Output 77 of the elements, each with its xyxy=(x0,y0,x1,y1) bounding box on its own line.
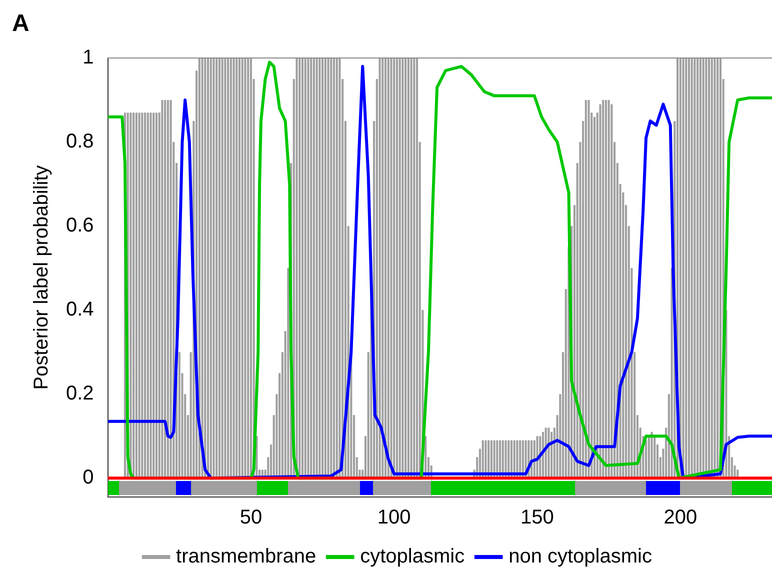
bar xyxy=(402,58,404,478)
bar xyxy=(206,58,210,478)
bar xyxy=(241,58,244,478)
y-tick-label: 0.6 xyxy=(66,214,94,237)
bar xyxy=(602,100,604,478)
bar xyxy=(679,58,682,478)
bar xyxy=(224,58,226,478)
bar xyxy=(378,58,381,478)
bar xyxy=(230,58,232,478)
bar xyxy=(152,112,155,478)
bar xyxy=(413,58,416,478)
x-tick-label: 200 xyxy=(664,506,698,529)
bar xyxy=(398,58,401,478)
bar xyxy=(135,112,138,478)
bar xyxy=(138,112,140,478)
bar xyxy=(218,58,220,478)
bar xyxy=(210,58,212,478)
bar xyxy=(396,58,398,478)
bar xyxy=(204,58,206,478)
bar xyxy=(410,58,412,478)
bar xyxy=(336,58,338,478)
bar xyxy=(332,58,336,478)
bar xyxy=(387,58,390,478)
bar xyxy=(393,58,396,478)
bar xyxy=(382,58,384,478)
bar xyxy=(201,58,204,478)
legend-label: cytoplasmic xyxy=(360,546,465,568)
bar xyxy=(584,100,587,478)
bar xyxy=(221,58,224,478)
bar xyxy=(166,100,169,478)
bar xyxy=(238,58,241,478)
bar xyxy=(236,58,238,478)
legend-label: non cytoplasmic xyxy=(508,546,652,568)
bar xyxy=(144,112,146,478)
bar xyxy=(416,58,418,478)
bar xyxy=(161,100,164,478)
bar xyxy=(604,100,607,478)
y-axis-title: Posterior label probability xyxy=(30,165,53,390)
bar xyxy=(714,58,716,478)
bar xyxy=(232,58,235,478)
y-tick-label: 0.8 xyxy=(66,130,94,153)
bar xyxy=(610,104,613,478)
bar xyxy=(130,112,132,478)
y-tick-label: 0.2 xyxy=(66,382,94,405)
bar xyxy=(599,104,602,478)
bar xyxy=(227,58,230,478)
y-tick-label: 0.4 xyxy=(66,298,94,321)
bar xyxy=(164,100,166,478)
bar xyxy=(716,58,719,478)
bar xyxy=(244,58,246,478)
x-tick-label: 150 xyxy=(520,506,554,529)
x-tick-label: 100 xyxy=(377,506,411,529)
chart-title: A xyxy=(12,10,30,38)
bar xyxy=(155,112,158,478)
bar xyxy=(593,116,596,478)
bar xyxy=(212,58,215,478)
bar xyxy=(141,112,144,478)
y-tick-label: 1 xyxy=(82,46,94,69)
bar xyxy=(390,58,392,478)
bar xyxy=(648,436,650,478)
bar xyxy=(608,100,610,478)
bar xyxy=(132,112,135,478)
bar xyxy=(654,436,656,478)
bar xyxy=(407,58,410,478)
bar xyxy=(216,58,218,478)
bar xyxy=(146,112,149,478)
legend-label: transmembrane xyxy=(176,546,316,568)
bar xyxy=(170,100,172,478)
bar xyxy=(650,432,653,478)
bar xyxy=(338,58,341,478)
bar xyxy=(404,58,407,478)
bar xyxy=(198,58,200,478)
y-tick-label: 0 xyxy=(82,466,94,489)
bar xyxy=(384,58,387,478)
bar xyxy=(150,112,152,478)
x-tick-label: 50 xyxy=(240,506,262,529)
bar xyxy=(588,100,590,478)
